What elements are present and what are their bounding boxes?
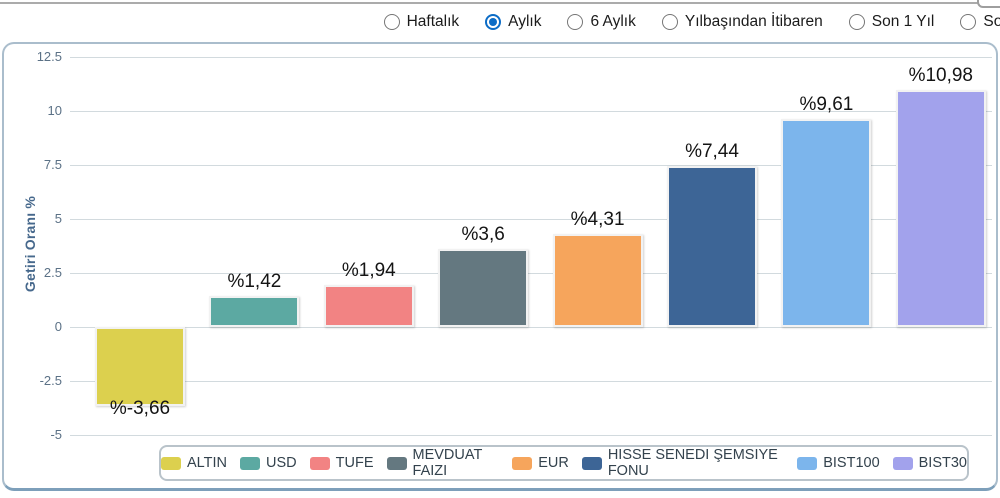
y-tick-label: 12.5 [36,49,62,64]
legend-item-eur[interactable]: EUR [512,455,569,471]
legend-item-usd[interactable]: USD [240,455,297,471]
period-radio-1[interactable]: Haftalık [383,13,460,31]
legend-swatch-icon [512,456,533,470]
y-tick-label: 5 [54,211,62,226]
period-radio-label: Yılbaşından İtibaren [684,13,823,30]
legend-item-bist100[interactable]: BIST100 [797,455,880,471]
period-radio-2[interactable]: Aylık [485,13,541,31]
period-radio-label: Haftalık [406,13,460,30]
period-radio-3[interactable]: 6 Aylık [567,13,636,31]
gridline [70,165,992,166]
radio-icon[interactable] [848,14,865,30]
legend-label: HISSE SENEDI ŞEMSIYE FONU [607,447,778,479]
gridline [70,435,992,436]
gridline [70,381,992,382]
bar-tufe [323,285,414,327]
radio-icon[interactable] [383,14,400,30]
period-radio-label: Son 1 Yıl [871,13,935,30]
period-radio-label: 6 Aylık [590,13,636,30]
bar-value-label: %4,31 [570,208,625,230]
radio-icon[interactable] [567,14,584,30]
period-radio-4[interactable]: Yılbaşından İtibaren [661,13,823,31]
gridline [70,273,992,274]
y-axis-title: Getiri Oranı % [22,195,38,293]
bar-bist30 [895,89,986,327]
legend-item-hisse-senedi-şemsiye-fonu[interactable]: HISSE SENEDI ŞEMSIYE FONU [581,447,784,479]
bar-altin [95,327,185,407]
legend-swatch-icon [797,456,818,470]
legend-label: TUFE [335,455,374,471]
legend-label: BIST100 [823,455,880,471]
legend-swatch-icon [161,456,181,470]
bar-value-label: %1,42 [227,271,282,293]
bar-value-label: %9,61 [799,94,854,116]
legend-label: MEVDUAT FAIZI [412,447,483,479]
legend-label: USD [266,455,297,471]
gridline [70,57,992,58]
gridline [70,111,992,112]
bar-bist100 [781,119,872,327]
bar-eur [552,233,643,327]
legend-item-tufe[interactable]: TUFE [309,455,374,471]
legend-label: EUR [538,455,569,471]
bar-value-label: %3,6 [461,224,505,246]
bar-value-label: %10,98 [908,64,974,86]
y-tick-label: -2.5 [39,373,62,388]
bar-value-label: %-3,66 [109,398,171,420]
returns-bar-chart: Getiri Oranı % 12.5 10 7.5 5 2.5 0 -2.5 -5 %-3,6… [2,42,998,491]
bar-usd [209,296,300,327]
y-tick-label: 7.5 [43,157,62,172]
radio-icon[interactable] [661,14,678,30]
legend-swatch-icon [386,456,407,470]
y-tick-label: 2.5 [43,265,62,280]
legend-swatch-icon [892,456,913,470]
period-radio-group: Haftalık Aylık 6 Aylık Yılbaşından İtibaren… [383,13,1000,31]
period-radio-label: Aylık [508,13,542,30]
top-divider [0,2,1000,4]
legend-item-bist30[interactable]: BIST30 [892,455,967,471]
bar-value-label: %7,44 [685,141,739,163]
gridline [70,327,992,328]
radio-icon[interactable] [960,14,977,30]
y-tick-label: 0 [54,319,62,334]
legend-label: ALTIN [187,455,228,471]
chart-legend: ALTIN USD TUFE MEVDUAT FAIZI EUR HISSE SENEDI… [159,445,969,481]
bar-hisse-senedi-şemsiye-fonu [667,166,757,327]
bar-mevduat-faizi [438,249,529,327]
bar-value-label: %1,94 [341,260,396,282]
legend-swatch-icon [240,456,261,470]
legend-label: BIST30 [918,455,967,471]
y-tick-label: 10 [47,103,62,118]
gridline [70,219,992,220]
legend-item-mevduat-faizi[interactable]: MEVDUAT FAIZI [386,447,500,479]
period-radio-label: Son 3 Yıl [983,13,1000,30]
y-tick-label: -5 [50,427,62,442]
period-radio-5[interactable]: Son 1 Yıl [848,13,935,31]
legend-swatch-icon [581,456,602,470]
legend-item-altin[interactable]: ALTIN [161,455,227,471]
legend-swatch-icon [309,456,330,470]
radio-selected-icon[interactable] [485,14,502,30]
clipped-tab-corner [977,0,1000,8]
period-radio-6[interactable]: Son 3 Yıl [960,13,1000,31]
